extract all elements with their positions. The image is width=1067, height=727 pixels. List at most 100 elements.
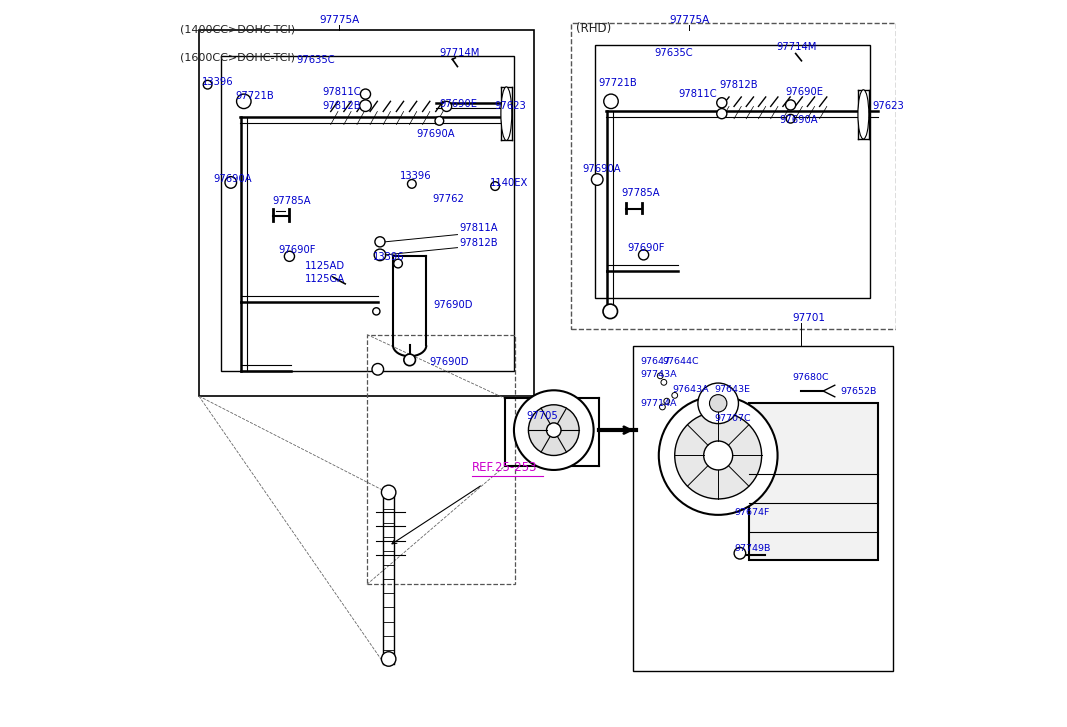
Text: 97644C: 97644C (663, 358, 699, 366)
Circle shape (658, 396, 778, 515)
Circle shape (408, 180, 416, 188)
Text: 97690E: 97690E (785, 87, 824, 97)
Text: (RHD): (RHD) (575, 22, 610, 35)
Text: 97811C: 97811C (679, 89, 717, 99)
Circle shape (657, 373, 663, 379)
Bar (367, 334, 515, 585)
Circle shape (717, 97, 727, 108)
Text: 1125AD: 1125AD (305, 261, 346, 270)
Text: 97812B: 97812B (719, 80, 759, 89)
Circle shape (734, 547, 746, 559)
Circle shape (546, 423, 561, 438)
Bar (571, 23, 895, 329)
Text: 97635C: 97635C (296, 55, 335, 65)
Circle shape (372, 364, 383, 375)
Text: 97690A: 97690A (213, 174, 252, 184)
Text: REF.25-253: REF.25-253 (472, 461, 538, 473)
Text: 97690D: 97690D (429, 357, 468, 367)
Text: 97690E: 97690E (440, 99, 477, 108)
Text: 97647: 97647 (640, 358, 671, 366)
Circle shape (361, 89, 370, 99)
Circle shape (528, 405, 579, 456)
Text: 97643E: 97643E (715, 385, 750, 394)
Text: 97623: 97623 (494, 102, 526, 111)
Text: 97762: 97762 (432, 194, 464, 204)
Circle shape (604, 94, 618, 108)
Circle shape (591, 174, 603, 185)
Text: 97775A: 97775A (669, 15, 710, 25)
Bar (634, 346, 893, 670)
Ellipse shape (858, 89, 869, 139)
Text: 97812B: 97812B (322, 101, 361, 111)
Circle shape (360, 100, 371, 111)
Circle shape (435, 116, 444, 125)
Text: 97680C: 97680C (793, 373, 829, 382)
Text: 97652B: 97652B (841, 387, 877, 396)
Circle shape (664, 398, 670, 404)
Circle shape (786, 114, 795, 123)
Text: (1400CC>DOHC-TCI): (1400CC>DOHC-TCI) (180, 25, 296, 35)
Text: 1140EX: 1140EX (490, 178, 528, 188)
Text: 13396: 13396 (202, 77, 234, 87)
Text: 97743A: 97743A (640, 371, 678, 379)
Circle shape (603, 304, 618, 318)
Text: 97690F: 97690F (627, 244, 665, 254)
Circle shape (717, 108, 727, 119)
Text: 97775A: 97775A (319, 15, 360, 25)
Text: 97623: 97623 (873, 102, 904, 111)
Circle shape (237, 94, 251, 108)
Circle shape (785, 100, 796, 110)
Circle shape (372, 308, 380, 315)
Bar (198, 31, 534, 396)
Circle shape (285, 252, 294, 262)
Bar (221, 56, 514, 371)
Circle shape (442, 101, 451, 111)
Text: 97721B: 97721B (235, 92, 274, 101)
Text: 97707C: 97707C (715, 414, 751, 423)
Circle shape (672, 393, 678, 398)
Text: 97714M: 97714M (777, 42, 817, 52)
Text: (1600CC>DOHC-TCI): (1600CC>DOHC-TCI) (180, 52, 296, 62)
Circle shape (514, 390, 593, 470)
Text: 97690D: 97690D (433, 300, 473, 310)
Circle shape (659, 404, 666, 410)
Circle shape (203, 80, 212, 89)
Circle shape (660, 379, 667, 385)
Circle shape (375, 249, 386, 261)
Circle shape (381, 485, 396, 499)
Text: 97785A: 97785A (622, 188, 660, 198)
Circle shape (375, 237, 385, 247)
Text: 1125GA: 1125GA (305, 274, 346, 284)
Circle shape (638, 250, 649, 260)
Circle shape (674, 412, 762, 499)
Circle shape (491, 182, 499, 190)
Bar (595, 45, 871, 298)
Text: 97714A: 97714A (640, 399, 678, 409)
Ellipse shape (500, 87, 512, 140)
Text: 97701: 97701 (793, 313, 826, 323)
Text: 97714M: 97714M (440, 48, 480, 58)
Text: 97705: 97705 (526, 411, 558, 422)
Text: 97690F: 97690F (278, 245, 316, 255)
Text: 97721B: 97721B (599, 79, 637, 88)
Circle shape (394, 260, 402, 268)
Text: 97635C: 97635C (654, 48, 694, 58)
Circle shape (381, 651, 396, 666)
Circle shape (698, 383, 738, 424)
Bar (749, 403, 878, 561)
Text: 13396: 13396 (372, 252, 404, 262)
Text: 97690A: 97690A (583, 164, 621, 174)
Text: 97812B: 97812B (460, 238, 498, 248)
Text: 97690A: 97690A (780, 115, 818, 124)
Circle shape (704, 441, 733, 470)
Text: 97690A: 97690A (416, 129, 455, 139)
Text: 13396: 13396 (400, 171, 432, 181)
Text: 97811C: 97811C (322, 87, 361, 97)
Circle shape (225, 177, 237, 188)
Circle shape (404, 354, 415, 366)
Text: 97749B: 97749B (735, 545, 771, 553)
Text: 97643A: 97643A (672, 385, 710, 394)
Text: 97674F: 97674F (735, 508, 770, 517)
Circle shape (710, 395, 727, 412)
Text: 97785A: 97785A (273, 196, 312, 206)
